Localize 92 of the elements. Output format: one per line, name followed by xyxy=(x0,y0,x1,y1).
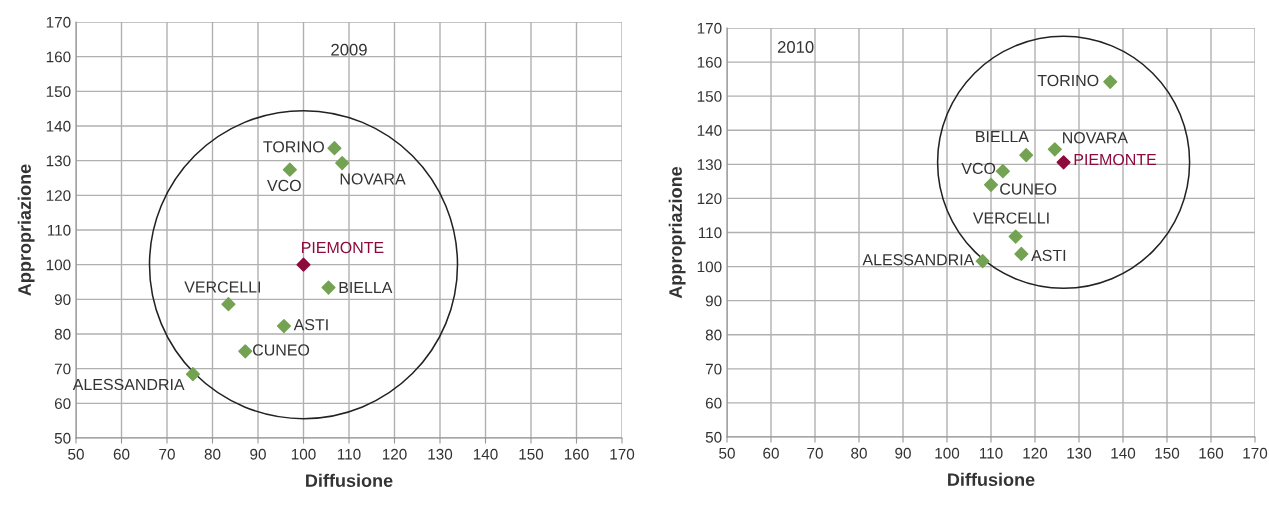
y-tick-label: 160 xyxy=(46,51,71,63)
point xyxy=(321,280,336,295)
y-tick-label: 170 xyxy=(697,22,722,34)
x-tick-label: 150 xyxy=(519,448,544,460)
x-tick-label: 130 xyxy=(1067,447,1092,459)
series-label: TORINO xyxy=(1037,74,1099,87)
point xyxy=(282,162,297,177)
series-label: BIELLA xyxy=(976,131,1029,143)
y-tick-label: 60 xyxy=(54,398,71,410)
point xyxy=(221,297,236,312)
x-axis-title: Diffusione xyxy=(306,473,393,488)
y-tick-label: 70 xyxy=(54,363,71,375)
x-tick-label: 90 xyxy=(250,448,266,460)
x-tick-label: 60 xyxy=(763,447,779,459)
y-tick-label: 110 xyxy=(698,227,722,239)
x-tick-label: 100 xyxy=(935,447,960,459)
point xyxy=(1103,74,1118,89)
x-tick-label: 80 xyxy=(204,448,221,460)
y-tick-label: 120 xyxy=(697,193,722,205)
x-tick-label: 80 xyxy=(851,447,867,459)
x-tick-label: 100 xyxy=(291,448,316,460)
text: 2009 xyxy=(331,43,367,56)
y-tick-label: 140 xyxy=(46,120,71,132)
x-tick-label: 160 xyxy=(1199,447,1224,459)
point xyxy=(983,177,999,192)
series-label: CUNEO xyxy=(253,344,310,356)
x-tick-label: 90 xyxy=(895,447,911,459)
y-tick-label: 140 xyxy=(697,125,722,136)
y-tick-label: 150 xyxy=(46,86,71,98)
x-tick-label: 110 xyxy=(979,447,1003,459)
series-label: ASTI xyxy=(293,319,328,331)
x-tick-label: 60 xyxy=(113,448,130,460)
series-label: NOVARA xyxy=(340,173,406,185)
series-label: BIELLA xyxy=(339,282,393,294)
x-tick-label: 150 xyxy=(1155,447,1180,459)
point xyxy=(185,367,200,382)
y-axis-title: Appropriazione xyxy=(17,164,35,296)
x-tick-label: 140 xyxy=(1111,447,1136,459)
series-label: VCO xyxy=(267,179,301,192)
x-tick-label: 120 xyxy=(382,448,407,460)
point xyxy=(276,318,291,334)
point xyxy=(1008,229,1023,244)
point xyxy=(975,254,990,269)
y-tick-label: 100 xyxy=(697,261,722,273)
y-tick-label: 80 xyxy=(54,328,71,340)
y-tick-label: 150 xyxy=(697,91,722,102)
point xyxy=(1014,246,1029,262)
series-label: ALESSANDRIA xyxy=(862,254,975,266)
y-tick-label: 110 xyxy=(47,224,71,236)
x-tick-label: 170 xyxy=(610,448,635,460)
series-label: TORINO xyxy=(263,141,324,153)
y-tick-label: 160 xyxy=(697,56,722,68)
series-label: PIEMONTE xyxy=(1074,153,1157,166)
x-tick-label: 170 xyxy=(1243,447,1268,459)
point xyxy=(327,141,342,156)
y-axis-title: Appropriazione xyxy=(668,166,686,299)
y-tick-label: 50 xyxy=(705,431,722,443)
y-tick-label: 130 xyxy=(46,155,71,167)
y-tick-label: 70 xyxy=(705,363,722,375)
series-label: NOVARA xyxy=(1063,132,1128,144)
series-label: VERCELLI xyxy=(184,281,261,293)
series-label: VERCELLI xyxy=(972,212,1049,224)
y-tick-label: 50 xyxy=(54,432,71,444)
x-tick-label: 70 xyxy=(159,448,175,460)
x-tick-label: 140 xyxy=(473,448,498,460)
point xyxy=(1019,148,1034,163)
y-tick-label: 100 xyxy=(46,259,71,271)
text: 2010 xyxy=(777,41,814,53)
x-tick-label: 130 xyxy=(428,448,453,460)
y-tick-label: 90 xyxy=(54,294,71,306)
y-tick-label: 130 xyxy=(697,159,722,171)
series-label: ASTI xyxy=(1031,249,1066,262)
series-label: VCO xyxy=(961,162,996,175)
y-tick-label: 60 xyxy=(705,397,722,409)
y-tick-label: 120 xyxy=(46,190,71,202)
series-label: ALESSANDRIA xyxy=(72,378,185,391)
x-axis-title: Diffusione xyxy=(948,472,1035,487)
point xyxy=(335,156,350,171)
x-tick-label: 110 xyxy=(337,448,361,460)
point xyxy=(1047,142,1062,157)
point xyxy=(995,164,1010,179)
series-label: PIEMONTE xyxy=(302,241,384,254)
x-tick-label: 50 xyxy=(719,447,735,459)
y-tick-label: 80 xyxy=(705,329,722,341)
y-tick-label: 90 xyxy=(705,295,722,307)
x-tick-label: 120 xyxy=(1023,447,1048,459)
x-tick-label: 160 xyxy=(564,448,589,460)
x-tick-label: 50 xyxy=(68,448,84,460)
x-tick-label: 70 xyxy=(807,447,823,459)
series-label: CUNEO xyxy=(1000,183,1057,195)
y-tick-label: 170 xyxy=(46,16,71,28)
point xyxy=(238,344,253,359)
